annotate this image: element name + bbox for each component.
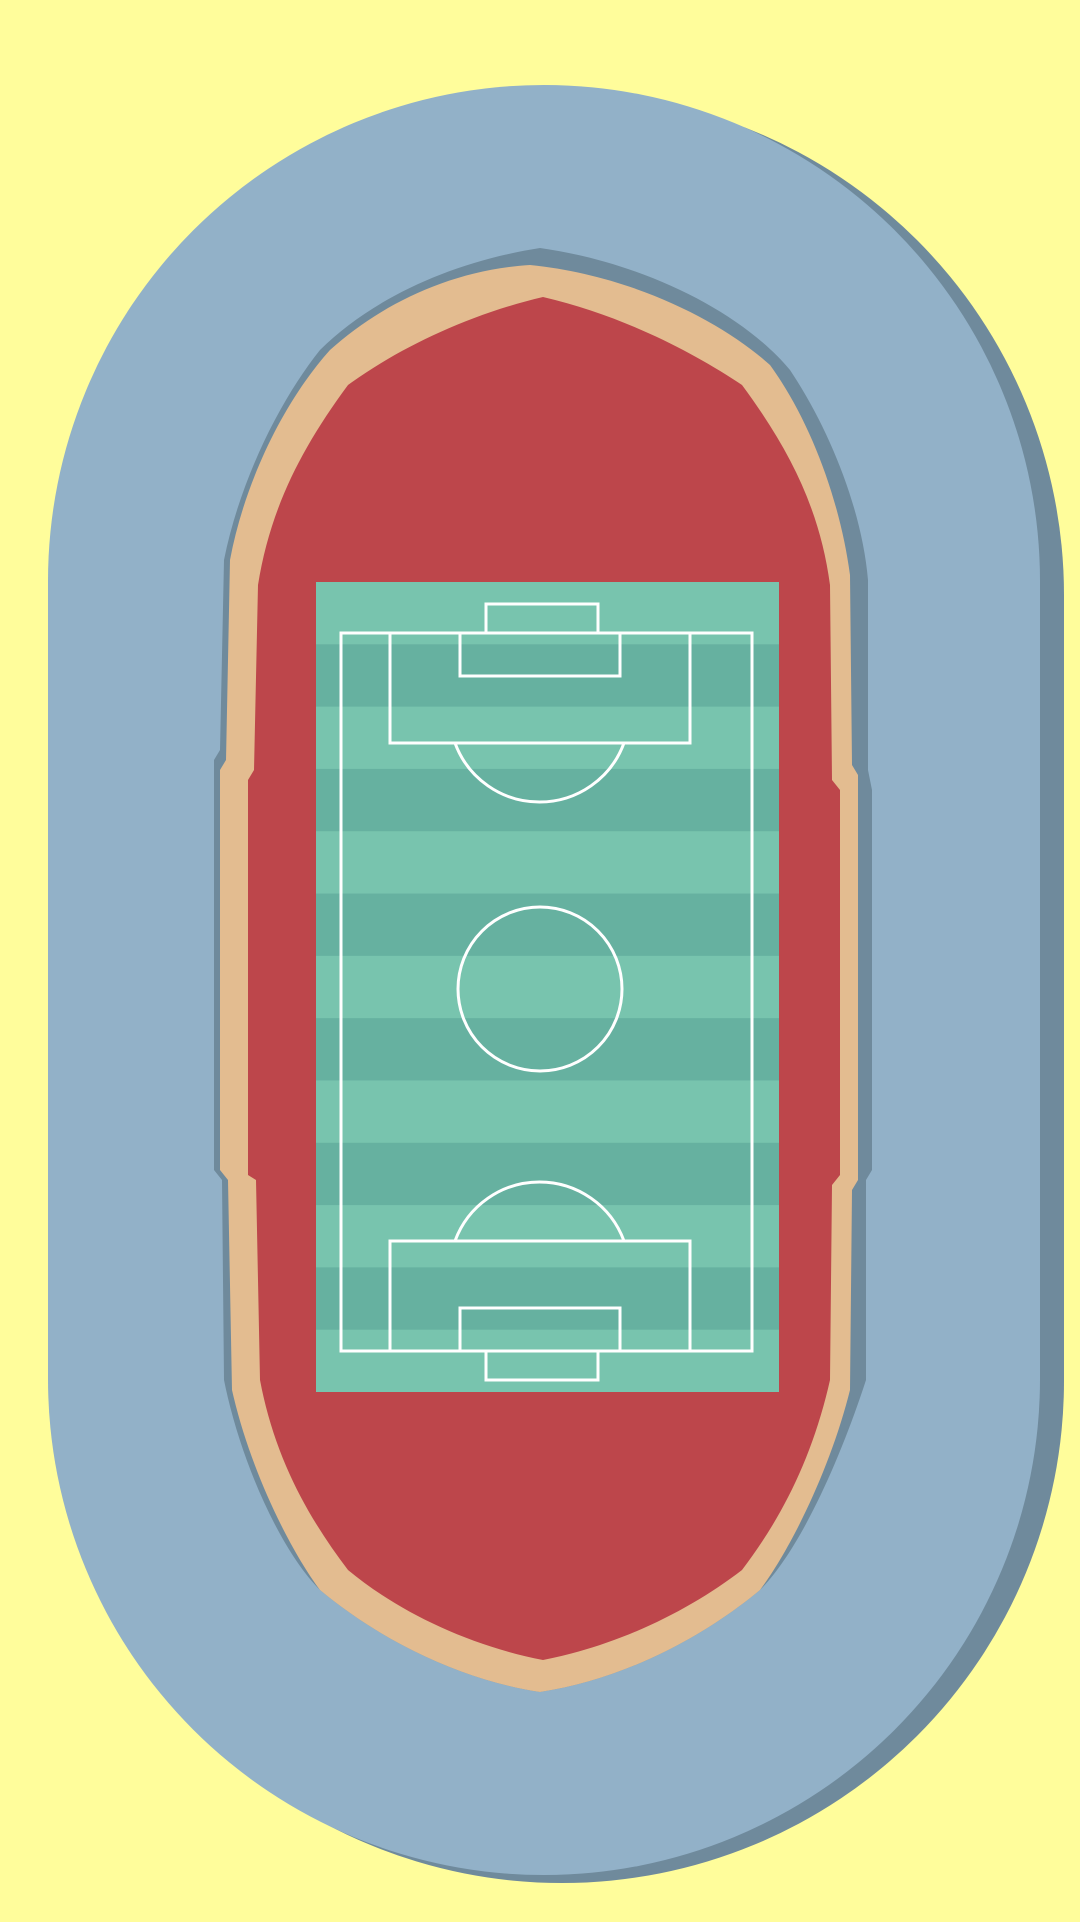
bottom-goal xyxy=(484,1349,600,1382)
centre-circle xyxy=(456,905,624,1073)
bottom-penalty-arc xyxy=(453,1180,626,1242)
pitch-stripe xyxy=(316,893,779,956)
top-goal xyxy=(484,602,600,635)
pitch-stripe xyxy=(316,1142,779,1206)
pitch-surface xyxy=(316,582,779,1392)
top-penalty-arc xyxy=(453,742,626,804)
pitch-stripe xyxy=(316,768,779,832)
football-pitch-icon xyxy=(316,582,779,1392)
pitch-stripe xyxy=(316,1267,779,1330)
